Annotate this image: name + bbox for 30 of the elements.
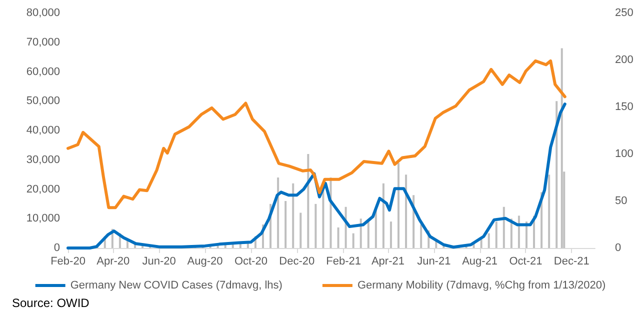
y-tick-label: 70,000 [26, 36, 60, 48]
x-tick-label: Feb-21 [326, 256, 361, 268]
y2-tick-label: 100 [615, 148, 634, 160]
legend-label: Germany Mobility (7dmavg, %Chg from 1/13/2020) [357, 280, 606, 292]
y-tick-label: 80,000 [26, 7, 60, 19]
x-tick-label: Aug-20 [187, 256, 223, 268]
y-tick-label: 20,000 [26, 183, 60, 196]
y-tick-label: 60,000 [26, 66, 60, 78]
x-tick-label: Dec-20 [279, 256, 315, 268]
y-tick-label: 10,000 [26, 212, 60, 225]
y2-tick-label: 50 [615, 195, 628, 207]
x-tick-label: Feb-20 [50, 256, 86, 268]
y-tick-label: 50,000 [26, 95, 60, 108]
y2-tick-label: 250 [615, 7, 634, 19]
y-tick-label: 0 [54, 242, 60, 254]
x-tick-label: Aug-21 [462, 256, 498, 268]
x-tick-label: Jun-21 [417, 256, 451, 268]
x-tick-label: Oct-20 [234, 256, 268, 268]
x-tick-label: Oct-21 [509, 256, 542, 268]
x-tick-label: Dec-21 [554, 256, 590, 268]
x-tick-label: Apr-20 [96, 256, 130, 268]
y2-tick-label: 0 [615, 242, 622, 254]
y2-tick-label: 150 [615, 101, 634, 113]
source-note: Source: OWID [12, 296, 90, 310]
y2-tick-label: 200 [615, 54, 634, 66]
legend-label: Germany New COVID Cases (7dmavg, lhs) [70, 280, 282, 292]
y-tick-label: 30,000 [26, 154, 60, 166]
y-tick-label: 40,000 [26, 124, 60, 136]
x-tick-label: Jun-20 [142, 256, 176, 268]
x-tick-label: Apr-21 [371, 256, 404, 268]
